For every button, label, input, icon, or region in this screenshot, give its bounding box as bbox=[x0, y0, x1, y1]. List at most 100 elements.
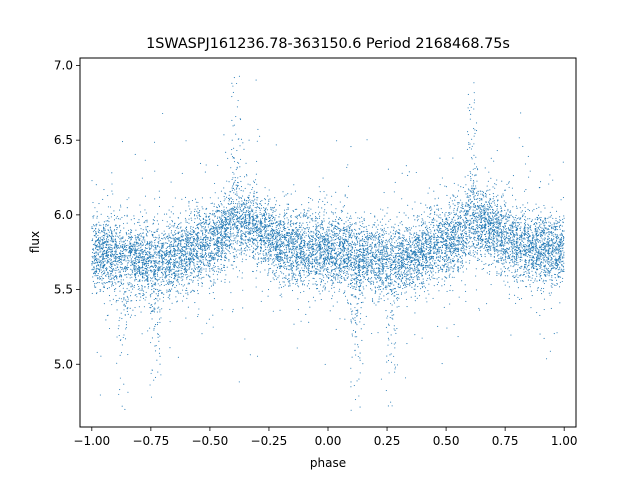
data-point bbox=[416, 271, 418, 273]
data-point bbox=[358, 243, 361, 245]
data-point bbox=[138, 237, 140, 239]
data-point bbox=[371, 232, 373, 234]
data-point bbox=[286, 261, 288, 263]
data-point bbox=[179, 227, 181, 229]
data-point bbox=[393, 314, 395, 316]
data-point bbox=[509, 224, 512, 226]
data-point bbox=[309, 215, 311, 217]
data-point bbox=[147, 287, 149, 289]
data-point bbox=[556, 247, 558, 249]
data-point bbox=[217, 197, 219, 199]
data-point bbox=[223, 250, 225, 252]
data-point bbox=[266, 209, 268, 211]
data-point bbox=[249, 199, 251, 201]
data-point bbox=[552, 264, 554, 266]
data-point bbox=[363, 230, 365, 232]
data-point bbox=[500, 228, 502, 230]
data-point bbox=[422, 237, 424, 239]
data-point bbox=[353, 286, 356, 288]
data-point bbox=[367, 271, 369, 273]
data-point bbox=[210, 232, 213, 234]
data-point bbox=[527, 251, 529, 254]
data-point bbox=[296, 208, 298, 210]
data-point bbox=[354, 247, 356, 249]
data-point bbox=[381, 229, 384, 231]
data-point bbox=[286, 249, 288, 251]
data-point bbox=[426, 279, 428, 281]
data-point bbox=[517, 240, 519, 242]
data-point bbox=[254, 253, 256, 255]
data-point bbox=[382, 284, 384, 286]
data-point bbox=[404, 273, 406, 275]
data-point bbox=[307, 247, 310, 249]
data-point bbox=[234, 211, 236, 214]
data-point bbox=[128, 235, 130, 238]
data-point bbox=[307, 218, 309, 220]
data-point bbox=[351, 251, 353, 254]
data-point bbox=[324, 247, 326, 249]
data-point bbox=[255, 215, 258, 217]
data-point bbox=[448, 212, 450, 214]
data-point bbox=[539, 314, 541, 317]
data-point bbox=[331, 260, 333, 262]
data-point bbox=[430, 232, 432, 234]
data-point bbox=[508, 298, 510, 300]
data-point bbox=[449, 205, 451, 207]
data-point bbox=[257, 220, 260, 222]
data-point bbox=[192, 281, 194, 283]
data-point bbox=[382, 269, 384, 271]
data-point bbox=[297, 251, 299, 253]
data-point bbox=[238, 222, 240, 224]
data-point bbox=[286, 209, 288, 211]
data-point bbox=[414, 255, 416, 257]
data-point bbox=[137, 284, 139, 286]
data-point bbox=[474, 132, 476, 135]
data-point bbox=[500, 268, 502, 270]
data-point bbox=[236, 149, 238, 152]
data-point bbox=[339, 318, 341, 320]
data-point bbox=[318, 230, 320, 233]
data-point bbox=[449, 303, 451, 305]
data-point bbox=[472, 191, 475, 193]
data-point bbox=[411, 276, 413, 278]
data-point bbox=[508, 247, 511, 249]
data-point bbox=[468, 196, 470, 198]
data-point bbox=[410, 296, 412, 298]
data-point bbox=[123, 256, 125, 258]
data-point bbox=[238, 197, 240, 199]
data-point bbox=[429, 216, 431, 218]
data-point bbox=[481, 217, 483, 219]
data-point bbox=[556, 222, 558, 224]
data-point bbox=[299, 237, 301, 239]
data-point bbox=[445, 255, 448, 257]
data-point bbox=[214, 192, 216, 194]
data-point bbox=[318, 273, 320, 275]
data-point bbox=[228, 251, 230, 253]
data-point bbox=[379, 269, 381, 271]
data-point bbox=[361, 339, 363, 341]
data-point bbox=[102, 262, 104, 264]
data-point bbox=[283, 277, 285, 279]
data-point bbox=[479, 246, 481, 248]
data-point bbox=[307, 275, 309, 277]
data-point bbox=[123, 283, 125, 285]
data-point bbox=[443, 261, 446, 263]
data-point bbox=[552, 283, 554, 285]
data-point bbox=[430, 242, 432, 244]
data-point bbox=[152, 285, 154, 287]
data-point bbox=[114, 259, 116, 261]
data-point bbox=[428, 187, 430, 189]
data-point bbox=[483, 214, 485, 216]
data-point bbox=[308, 202, 310, 204]
data-point bbox=[270, 250, 272, 253]
data-point bbox=[315, 212, 317, 214]
data-point bbox=[553, 238, 555, 240]
data-point bbox=[537, 287, 539, 289]
data-point bbox=[463, 250, 465, 252]
data-point bbox=[381, 230, 383, 232]
data-point bbox=[287, 219, 289, 221]
data-point bbox=[467, 107, 469, 109]
data-point bbox=[466, 205, 468, 207]
data-point bbox=[193, 271, 195, 273]
data-point bbox=[295, 258, 297, 260]
